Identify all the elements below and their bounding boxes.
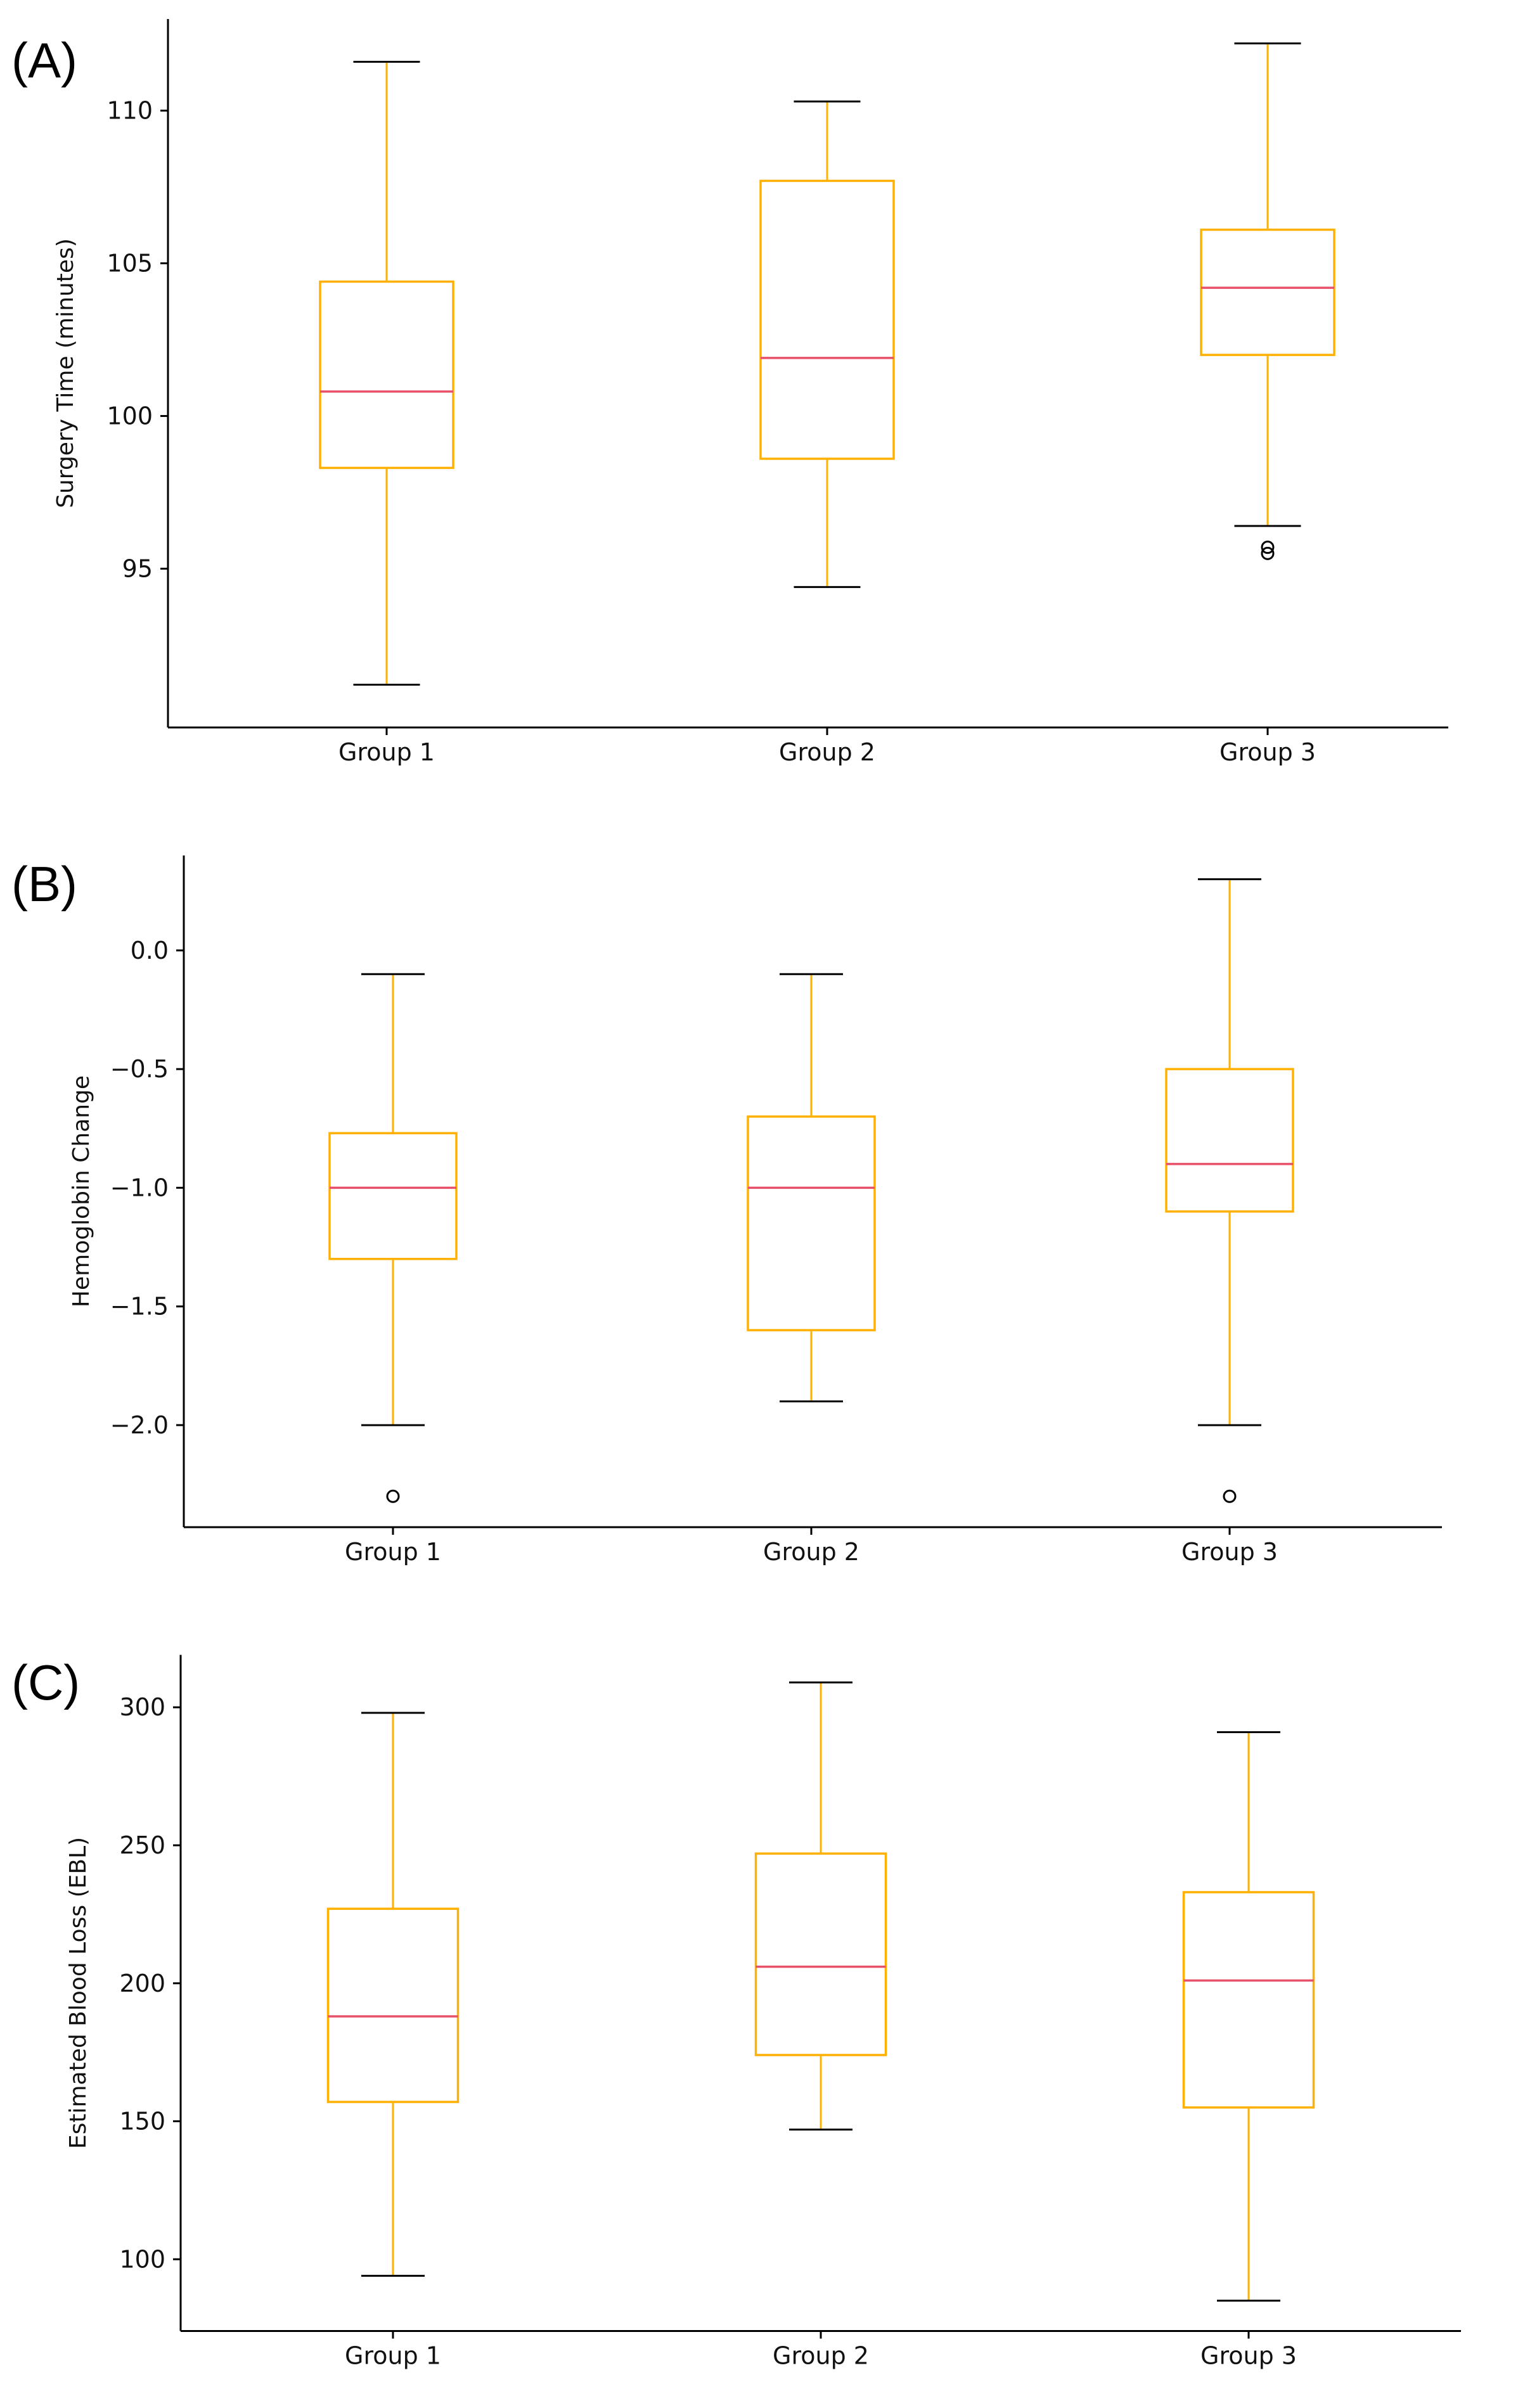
y-tick-label: 200 [119,1969,165,1997]
iqr-box [1184,1892,1314,2108]
y-tick-label: −1.0 [110,1174,169,1201]
iqr-box [761,181,894,459]
y-tick-label: 105 [106,250,153,278]
iqr-box [1166,1069,1293,1212]
panel-a: (A) 95100105110Surgery Time (minutes)Gro… [0,0,1518,786]
outlier-point [387,1490,399,1502]
box-group [1166,879,1293,1502]
iqr-box [320,281,453,468]
box-group [320,61,453,684]
surgery-time-boxplot: 95 100 105 110 Surgery Time (minutes) Group 1… [0,0,1518,786]
y-tick-label: 100 [106,402,153,430]
y-tick-label: 110 [106,97,153,125]
box-group [748,974,875,1401]
iqr-box [330,1133,456,1259]
y-tick-label: 95 [122,554,153,582]
y-tick-label: 100 [119,2245,165,2273]
y-axis-title: Surgery Time (minutes) [53,238,79,508]
panel-c: (C) 100150200250300Estimated Blood Loss … [0,1622,1518,2406]
x-tick-label: Group 2 [763,1538,859,1566]
y-tick-label: −0.5 [110,1055,169,1083]
iqr-box [328,1909,458,2102]
y-tick-label: 0.0 [131,937,169,964]
x-tick-label: Group 1 [345,1538,441,1566]
iqr-box [748,1117,875,1330]
iqr-box [756,1854,886,2055]
x-tick-label: Group 1 [338,738,435,766]
box-group [756,1682,886,2130]
box-group [1201,44,1334,560]
box-group [1184,1732,1314,2300]
box-group [761,101,894,587]
y-tick-label: 300 [119,1693,165,1721]
box-group [330,974,456,1502]
y-tick-label: 250 [119,1831,165,1859]
outlier-point [1224,1490,1235,1502]
x-tick-label: Group 3 [1181,1538,1278,1566]
y-axis-title: Estimated Blood Loss (EBL) [65,1837,91,2149]
y-tick-label: −2.0 [110,1411,169,1439]
x-tick-label: Group 3 [1200,2342,1297,2370]
x-tick-label: Group 1 [345,2342,441,2370]
y-tick-label: 150 [119,2108,165,2136]
x-tick-label: Group 2 [779,738,875,766]
iqr-box [1201,230,1334,355]
y-axis-title: Hemoglobin Change [68,1075,94,1307]
box-group [328,1713,458,2276]
y-tick-label: −1.5 [110,1293,169,1321]
x-tick-label: Group 2 [773,2342,869,2370]
blood-loss-boxplot: 100 150 200 250 300 Estimated Blood Loss (EBL… [0,1622,1518,2408]
hemoglobin-change-boxplot: −2.0 −1.5 −1.0 −0.5 0.0 Hemoglobin Change Grou… [0,824,1518,1610]
x-tick-label: Group 3 [1219,738,1316,766]
panel-b: (B) −2.0−1.5−1.0−0.50.0Hemoglobin Change… [0,824,1518,1610]
